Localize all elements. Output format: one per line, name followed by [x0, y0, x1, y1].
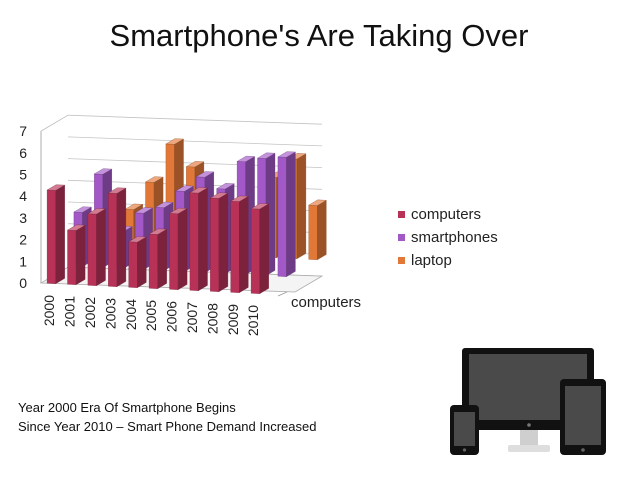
legend-label-computers: computers [411, 206, 482, 223]
legend-swatch-smartphones [398, 234, 405, 241]
grid-line [67, 136, 323, 147]
bar-laptop-2010 [308, 199, 327, 261]
y-tick-label: 0 [19, 275, 27, 291]
legend-label-smartphones: smartphones [411, 229, 498, 246]
caption-line-1: Year 2000 Era Of Smartphone Begins [18, 400, 236, 415]
bar-computers-2001 [66, 224, 86, 285]
x-tick-label: 2009 [225, 304, 241, 335]
legend-label-laptop: laptop [411, 252, 452, 269]
x-tick-label: 2004 [123, 299, 139, 330]
depth-axis-tick [277, 291, 288, 297]
slide-title: Smartphone's Are Taking Over [109, 18, 529, 53]
y-tick-label: 5 [19, 167, 27, 183]
legend-swatch-laptop [398, 257, 405, 264]
y-tick-label: 6 [19, 145, 27, 161]
phone-icon [450, 405, 479, 455]
chart-legend: computers smartphones laptop [398, 203, 498, 272]
bar-computers-2004 [128, 236, 147, 288]
legend-item-computers: computers [398, 203, 498, 226]
bar-computers-2002 [87, 208, 107, 286]
y-tick-label: 3 [19, 210, 27, 226]
bar-computers-2009 [230, 195, 249, 293]
x-tick-label: 2005 [143, 300, 159, 331]
bar-computers-2007 [189, 187, 209, 291]
bar-computers-2005 [148, 228, 168, 289]
tablet-icon [560, 379, 606, 455]
x-tick-label: 2003 [102, 298, 118, 329]
x-tick-label: 2006 [164, 301, 180, 332]
x-tick-label: 2000 [41, 295, 57, 326]
bar-computers-2000 [46, 184, 66, 284]
caption-line-2: Since Year 2010 – Smart Phone Demand Inc… [18, 419, 317, 434]
y-tick-label: 4 [19, 188, 27, 204]
bar-computers-2003 [107, 187, 127, 287]
x-tick-label: 2008 [204, 303, 220, 334]
x-tick-label: 2002 [82, 297, 98, 328]
y-tick-label: 7 [19, 123, 27, 139]
legend-swatch-computers [398, 211, 405, 218]
legend-item-laptop: laptop [398, 249, 498, 272]
devices-icon [450, 348, 606, 455]
y-tick-label: 2 [19, 232, 27, 248]
grid-line [67, 114, 323, 125]
bar-smartphones-2010 [277, 151, 296, 277]
legend-item-smartphones: smartphones [398, 226, 498, 249]
y-tick-label: 1 [19, 253, 27, 269]
bar-computers-2010 [250, 203, 270, 294]
x-tick-label: 2007 [184, 302, 200, 333]
depth-axis-label: computers [291, 294, 361, 311]
bar-computers-2006 [168, 207, 188, 290]
bar-computers-2008 [209, 192, 229, 292]
x-tick-label: 2001 [62, 296, 78, 327]
x-tick-label: 2010 [245, 305, 261, 336]
wall-edge [40, 114, 69, 132]
